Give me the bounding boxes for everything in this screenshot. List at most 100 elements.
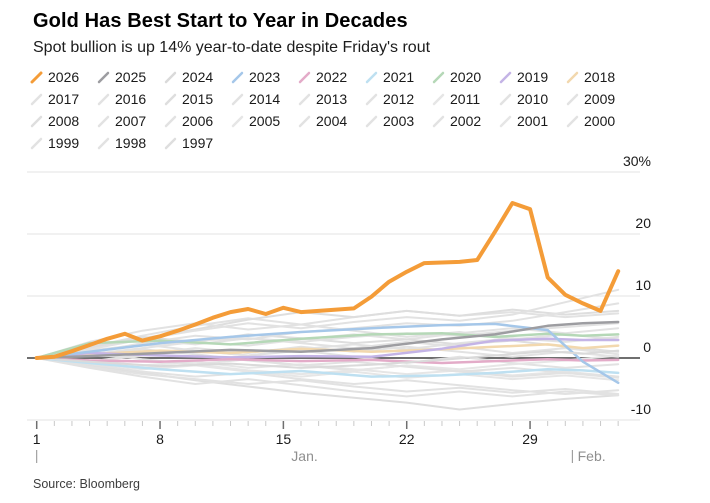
legend-item-label: 1998 — [115, 135, 147, 151]
legend-item-2016[interactable]: 2016 — [97, 88, 153, 110]
line-swatch-icon — [30, 115, 43, 127]
series-line-2008 — [35, 308, 620, 359]
legend-item-2009[interactable]: 2009 — [566, 88, 622, 110]
source-note: Source: Bloomberg — [33, 477, 141, 491]
legend-item-2004[interactable]: 2004 — [298, 110, 354, 132]
y-tick-label: -10 — [631, 401, 651, 417]
series-line-2014 — [35, 357, 620, 395]
legend-item-1999[interactable]: 1999 — [30, 132, 86, 154]
legend-item-2020[interactable]: 2020 — [432, 66, 488, 88]
month-label-jan: Jan. — [291, 448, 317, 464]
legend-item-2026[interactable]: 2026 — [30, 66, 86, 88]
legend-item-2000[interactable]: 2000 — [566, 110, 622, 132]
legend-item-label: 2021 — [383, 69, 415, 85]
legend-item-label: 2023 — [249, 69, 281, 85]
legend-item-2001[interactable]: 2001 — [499, 110, 555, 132]
legend-item-2007[interactable]: 2007 — [97, 110, 153, 132]
series-line-2024 — [35, 349, 620, 369]
line-swatch-icon — [30, 93, 43, 105]
legend-item-label: 2016 — [115, 91, 147, 107]
line-swatch-icon — [164, 71, 177, 83]
legend-item-2008[interactable]: 2008 — [30, 110, 86, 132]
line-swatch-icon — [30, 71, 43, 83]
legend-item-label: 2005 — [249, 113, 281, 129]
legend-item-label: 2007 — [115, 113, 147, 129]
line-swatch-icon — [499, 115, 512, 127]
line-swatch-icon — [231, 71, 244, 83]
legend-item-2024[interactable]: 2024 — [164, 66, 220, 88]
line-swatch-icon — [298, 93, 311, 105]
legend-item-2003[interactable]: 2003 — [365, 110, 421, 132]
legend-item-2005[interactable]: 2005 — [231, 110, 287, 132]
legend-item-label: 2011 — [450, 91, 481, 107]
legend-item-label: 2025 — [115, 69, 147, 85]
y-tick-label: 10 — [635, 277, 651, 293]
page-title: Gold Has Best Start to Year in Decades — [33, 10, 408, 32]
legend-item-2002[interactable]: 2002 — [432, 110, 488, 132]
legend-item-label: 2020 — [450, 69, 482, 85]
series-line-2004 — [35, 352, 620, 379]
legend-item-label: 2004 — [316, 113, 348, 129]
legend-item-1998[interactable]: 1998 — [97, 132, 153, 154]
y-tick-label: 0 — [643, 339, 651, 355]
legend-item-label: 2022 — [316, 69, 348, 85]
line-swatch-icon — [566, 71, 579, 83]
y-tick-label: 30% — [623, 153, 651, 169]
series-line-2020 — [35, 331, 620, 360]
legend-item-label: 2000 — [584, 113, 616, 129]
legend-item-label: 2008 — [48, 113, 80, 129]
legend-item-label: 2010 — [517, 91, 549, 107]
line-swatch-icon — [566, 115, 579, 127]
line-swatch-icon — [298, 71, 311, 83]
line-swatch-icon — [231, 93, 244, 105]
legend-item-label: 2001 — [517, 113, 549, 129]
legend-item-2014[interactable]: 2014 — [231, 88, 287, 110]
line-swatch-icon — [231, 115, 244, 127]
legend-item-2018[interactable]: 2018 — [566, 66, 622, 88]
line-swatch-icon — [164, 93, 177, 105]
legend-item-2011[interactable]: 2011 — [432, 88, 488, 110]
legend-item-label: 2019 — [517, 69, 549, 85]
legend-item-label: 2003 — [383, 113, 415, 129]
series-line-2023 — [35, 322, 620, 385]
legend-item-label: 2012 — [383, 91, 415, 107]
series-line-2013 — [35, 348, 620, 378]
series-line-2021 — [35, 356, 620, 378]
legend-item-2019[interactable]: 2019 — [499, 66, 555, 88]
series-line-1997 — [35, 357, 620, 411]
line-swatch-icon — [365, 115, 378, 127]
legend-item-2006[interactable]: 2006 — [164, 110, 220, 132]
legend-item-2010[interactable]: 2010 — [499, 88, 555, 110]
legend-item-label: 2015 — [182, 91, 214, 107]
x-tick-label: 1 — [33, 431, 41, 447]
legend-item-2012[interactable]: 2012 — [365, 88, 421, 110]
x-tick-label: 22 — [399, 431, 415, 447]
series-line-1998 — [35, 357, 620, 398]
line-swatch-icon — [365, 93, 378, 105]
line-swatch-icon — [499, 93, 512, 105]
legend-item-label: 2014 — [249, 91, 281, 107]
legend-item-2017[interactable]: 2017 — [30, 88, 86, 110]
legend-item-2023[interactable]: 2023 — [231, 66, 287, 88]
legend-item-label: 2009 — [584, 91, 616, 107]
legend-item-label: 1997 — [182, 135, 214, 151]
line-swatch-icon — [432, 71, 445, 83]
series-line-2022 — [35, 356, 620, 365]
line-swatch-icon — [97, 93, 110, 105]
legend-item-2025[interactable]: 2025 — [97, 66, 153, 88]
legend-item-label: 2017 — [48, 91, 80, 107]
legend-item-2013[interactable]: 2013 — [298, 88, 354, 110]
legend-item-2022[interactable]: 2022 — [298, 66, 354, 88]
legend-item-2021[interactable]: 2021 — [365, 66, 421, 88]
series-line-2026 — [34, 201, 621, 360]
month-label-feb: Feb. — [578, 448, 606, 464]
legend: 2026 2025 2024 2023 2022 2021 2020 2019 2018 2017… — [30, 66, 685, 154]
line-swatch-icon — [97, 115, 110, 127]
legend-item-label: 2002 — [450, 113, 482, 129]
legend-item-label: 2026 — [48, 69, 80, 85]
legend-item-1997[interactable]: 1997 — [164, 132, 220, 154]
series-line-2018 — [35, 343, 620, 360]
page-subtitle: Spot bullion is up 14% year-to-date desp… — [33, 39, 431, 56]
legend-item-2015[interactable]: 2015 — [164, 88, 220, 110]
